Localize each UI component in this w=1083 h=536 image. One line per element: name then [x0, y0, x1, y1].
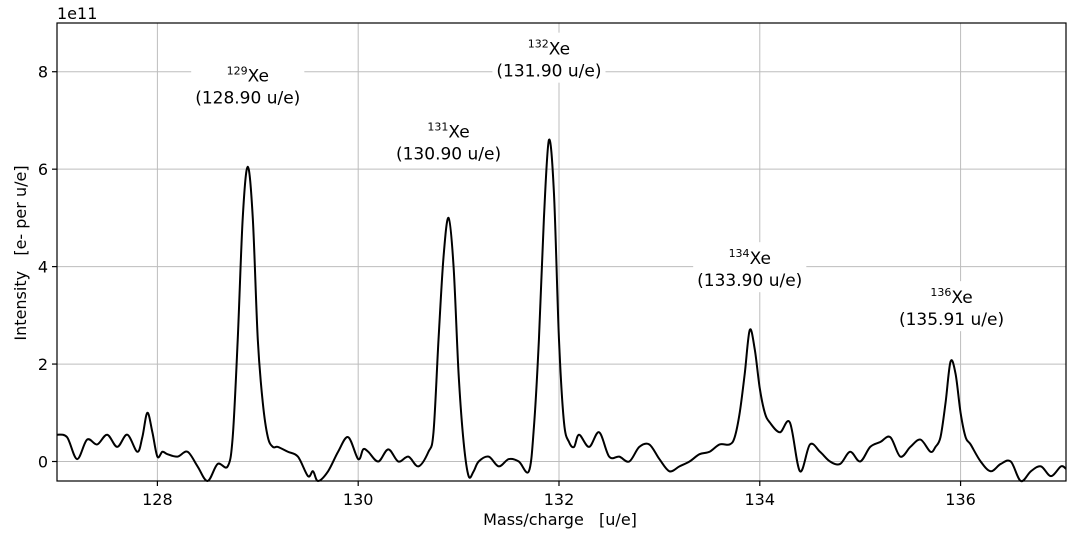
- peak-mass-label: (128.90 u/e): [195, 88, 300, 108]
- x-axis-label: Mass/charge [u/e]: [483, 510, 637, 529]
- peak-annotation: 132Xe(131.90 u/e): [492, 32, 606, 83]
- y-tick-label: 0: [38, 453, 48, 472]
- x-tick-label: 134: [745, 490, 776, 509]
- peak-annotation: 136Xe(135.91 u/e): [894, 281, 1009, 332]
- y-axis-label: Intensity [e- per u/e]: [11, 165, 30, 340]
- x-tick-label: 128: [142, 490, 173, 509]
- x-axis-ticks: 128 130 132 134 136: [142, 481, 976, 509]
- peak-isotope-label: 131Xe: [427, 121, 469, 143]
- peak-annotation: 131Xe(130.90 u/e): [391, 115, 506, 166]
- peak-annotation: 129Xe(128.90 u/e): [191, 59, 305, 110]
- peak-isotope-label: 134Xe: [729, 247, 771, 269]
- y-tick-label: 4: [38, 258, 48, 277]
- x-tick-label: 132: [544, 490, 575, 509]
- peak-labels: 129Xe(128.90 u/e)131Xe(130.90 u/e)132Xe(…: [191, 32, 1009, 332]
- peak-mass-label: (131.90 u/e): [496, 62, 601, 82]
- y-tick-label: 6: [38, 160, 48, 179]
- peak-mass-label: (130.90 u/e): [396, 145, 501, 165]
- x-gridlines: [156, 23, 962, 481]
- peak-isotope-label: 129Xe: [227, 64, 269, 86]
- peak-annotation: 134Xe(133.90 u/e): [693, 242, 807, 293]
- peak-mass-label: (133.90 u/e): [697, 271, 802, 291]
- peak-label-background: [191, 59, 305, 110]
- peak-isotope-label: 136Xe: [930, 286, 972, 308]
- plot-frame: [56, 22, 1067, 482]
- x-tick-label: 130: [343, 490, 374, 509]
- peak-mass-label: (135.91 u/e): [899, 310, 1004, 330]
- spectrum-trace: [56, 138, 1067, 483]
- y-tick-label: 2: [38, 355, 48, 374]
- y-axis-offset-label: 1e11: [57, 4, 97, 23]
- peak-label-background: [391, 115, 506, 166]
- y-axis-ticks: 0 2 4 6 8: [38, 63, 57, 472]
- peak-isotope-label: 132Xe: [528, 38, 570, 60]
- peak-label-background: [894, 281, 1009, 332]
- x-tick-label: 136: [945, 490, 976, 509]
- peak-label-background: [693, 242, 807, 293]
- y-tick-label: 8: [38, 63, 48, 82]
- peak-label-background: [492, 32, 606, 83]
